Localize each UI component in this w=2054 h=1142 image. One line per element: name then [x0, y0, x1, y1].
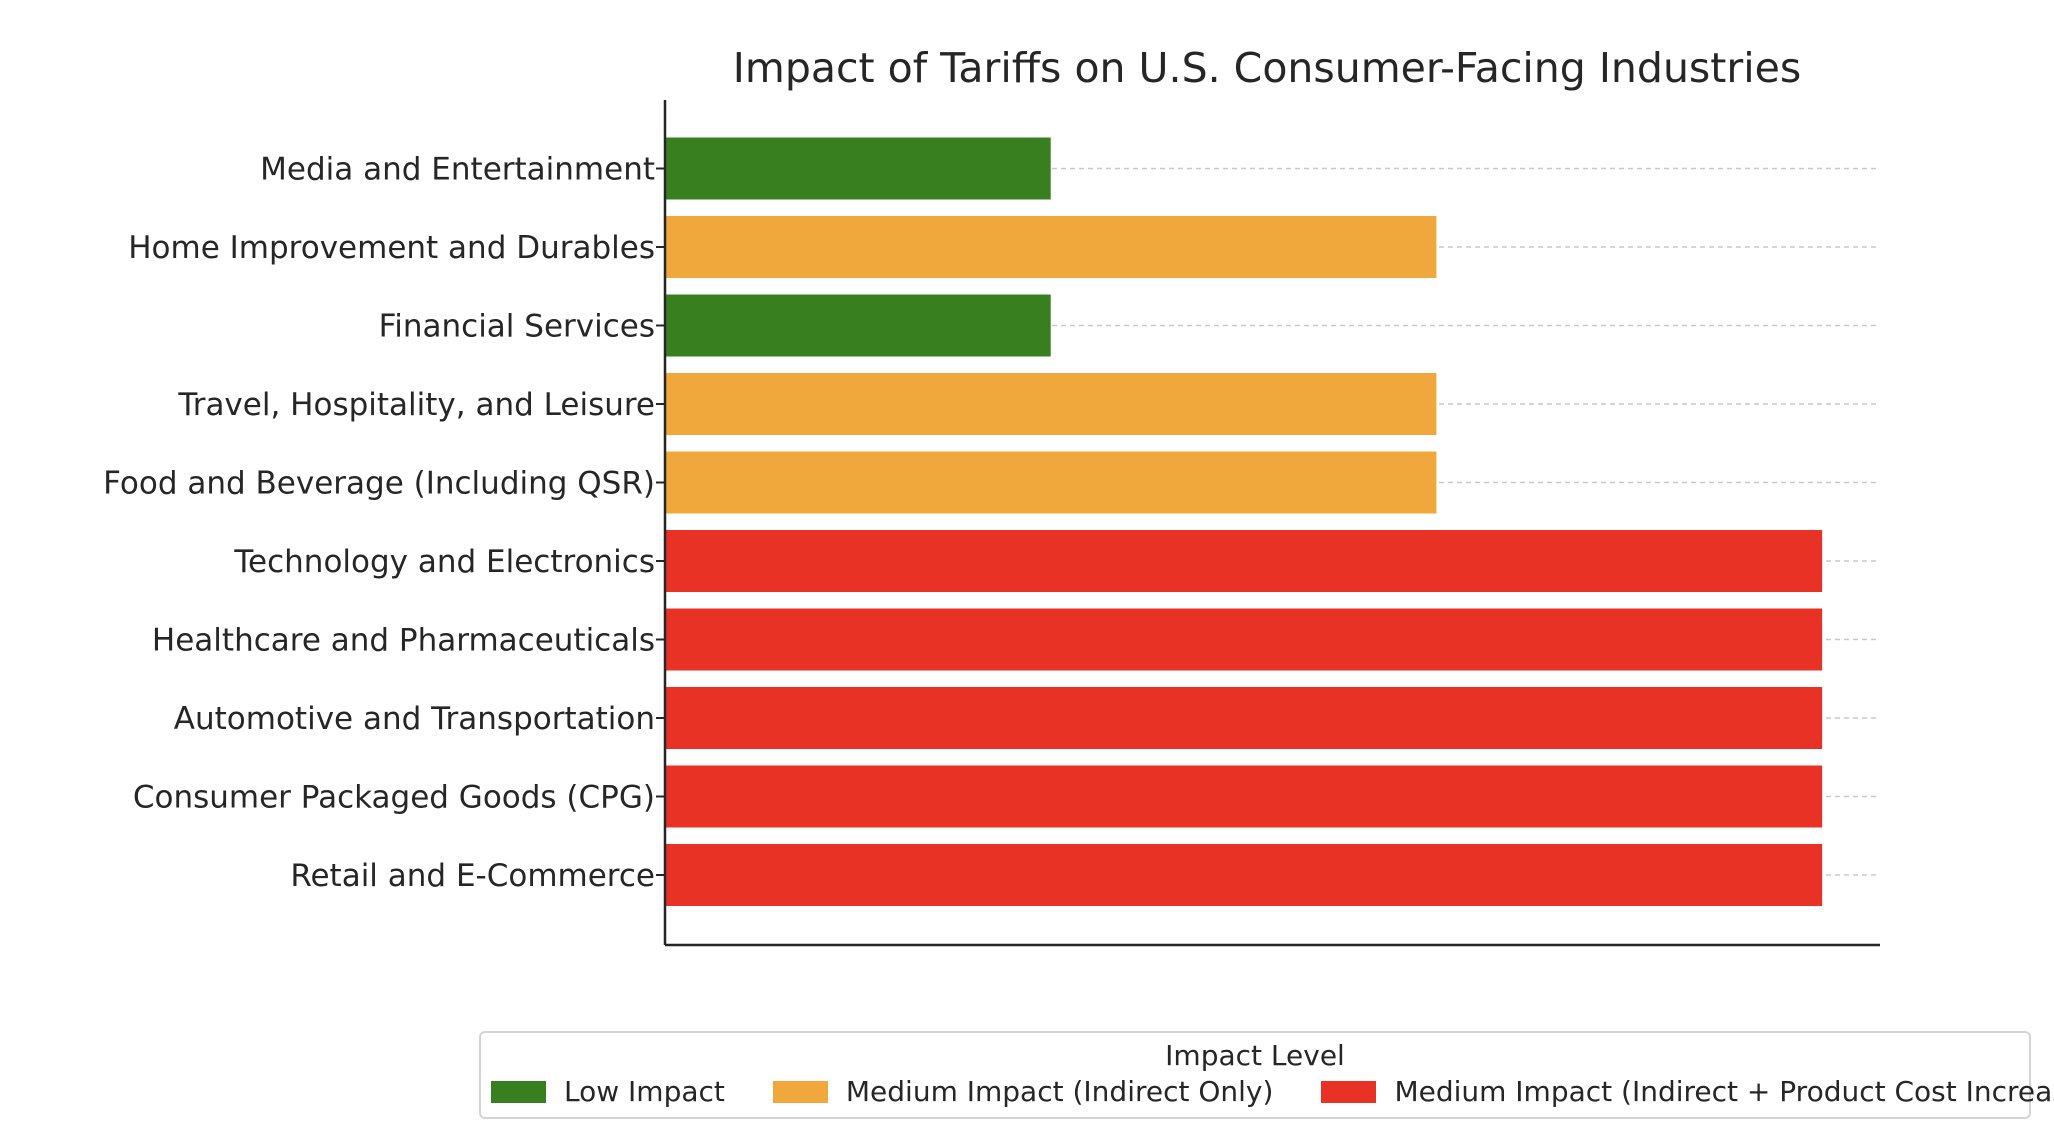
y-tick-label: Retail and E-Commerce — [290, 858, 655, 894]
y-tick-label: Home Improvement and Durables — [128, 230, 655, 266]
bar — [665, 530, 1823, 592]
legend-items: Low Impact Medium Impact (Indirect Only)… — [491, 1075, 2054, 1108]
legend-label-medium-product-cost: Medium Impact (Indirect + Product Cost I… — [1394, 1075, 2054, 1108]
y-tick-label: Consumer Packaged Goods (CPG) — [133, 780, 655, 816]
legend-label-low: Low Impact — [564, 1075, 725, 1108]
bar — [665, 137, 1051, 200]
y-tick-label: Healthcare and Pharmaceuticals — [152, 623, 655, 659]
y-tick-labels: Retail and E-Commerce Consumer Packaged G… — [103, 152, 655, 895]
legend-swatch-low — [491, 1080, 546, 1103]
bar — [665, 294, 1051, 357]
bar — [665, 216, 1437, 278]
bars — [665, 137, 1823, 906]
bar — [665, 451, 1437, 514]
legend-title: Impact Level — [1165, 1039, 1345, 1072]
y-tick-label: Media and Entertainment — [260, 152, 655, 188]
y-tick-label: Financial Services — [379, 309, 655, 345]
bar — [665, 608, 1823, 671]
bar — [665, 687, 1823, 749]
legend: Impact Level Low Impact Medium Impact (I… — [479, 1031, 2054, 1119]
y-tick-label: Food and Beverage (Including QSR) — [103, 466, 655, 502]
bar — [665, 765, 1823, 828]
legend-swatch-medium-product-cost — [1321, 1080, 1377, 1103]
chart-title: Impact of Tariffs on U.S. Consumer-Facin… — [733, 44, 1801, 92]
legend-swatch-medium-indirect — [772, 1080, 828, 1103]
legend-item-medium-product-cost: Medium Impact (Indirect + Product Cost I… — [1321, 1075, 2054, 1108]
bar — [665, 373, 1437, 435]
legend-item-medium-indirect: Medium Impact (Indirect Only) — [772, 1075, 1274, 1108]
legend-item-low: Low Impact — [491, 1075, 725, 1108]
bar — [665, 844, 1823, 906]
y-tick-label: Automotive and Transportation — [174, 701, 655, 737]
legend-label-medium-indirect: Medium Impact (Indirect Only) — [845, 1075, 1274, 1108]
y-tick-label: Technology and Electronics — [233, 544, 655, 580]
y-tick-label: Travel, Hospitality, and Leisure — [177, 387, 655, 423]
axes — [656, 100, 1880, 947]
